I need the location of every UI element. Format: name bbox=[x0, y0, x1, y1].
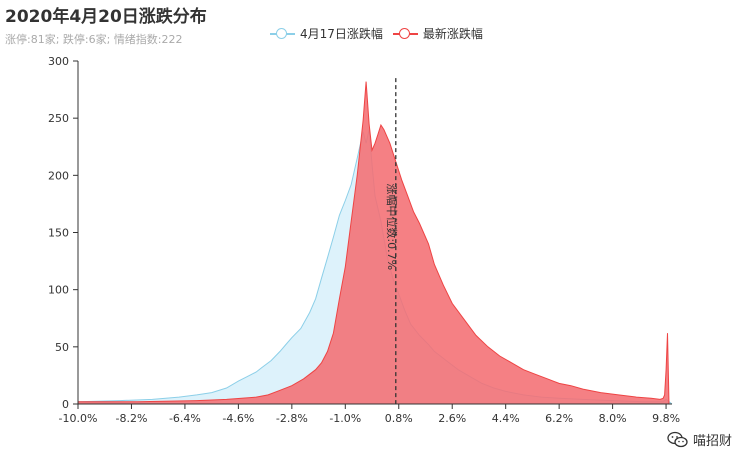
x-tick-label: 2.6% bbox=[438, 412, 466, 425]
series-area-2 bbox=[78, 81, 670, 404]
y-tick-label: 0 bbox=[62, 398, 69, 411]
x-tick-label: 9.8% bbox=[652, 412, 680, 425]
x-tick-label: -1.0% bbox=[329, 412, 361, 425]
x-tick-label: 4.4% bbox=[492, 412, 520, 425]
legend-label-series-2: 最新涨跌幅 bbox=[422, 27, 483, 41]
x-tick-label: -6.4% bbox=[169, 412, 201, 425]
chart-subtitle: 涨停:81家; 跌停:6家; 情绪指数:222 bbox=[5, 33, 183, 46]
chart-title: 2020年4月20日涨跌分布 bbox=[5, 7, 207, 27]
median-label: 涨幅中位数:0.7% bbox=[385, 183, 399, 270]
watermark: 喵招财 bbox=[667, 430, 732, 449]
watermark-text: 喵招财 bbox=[692, 434, 732, 449]
legend-item-series-1[interactable]: 4月17日涨跌幅 bbox=[270, 25, 383, 42]
y-tick-label: 250 bbox=[48, 112, 69, 125]
chart-legend: 4月17日涨跌幅 最新涨跌幅 bbox=[270, 25, 493, 42]
y-tick-label: 50 bbox=[55, 341, 69, 354]
series-line-2 bbox=[78, 81, 670, 405]
legend-swatch-series-1 bbox=[270, 27, 295, 41]
x-tick-label: 8.0% bbox=[599, 412, 627, 425]
x-tick-label: -10.0% bbox=[59, 412, 98, 425]
y-tick-label: 150 bbox=[48, 227, 69, 240]
x-tick-label: -4.6% bbox=[222, 412, 254, 425]
wechat-icon bbox=[667, 431, 688, 447]
y-tick-label: 200 bbox=[48, 169, 69, 182]
legend-item-series-2[interactable]: 最新涨跌幅 bbox=[392, 25, 483, 42]
x-tick-label: 0.8% bbox=[385, 412, 413, 425]
y-tick-label: 100 bbox=[48, 284, 69, 297]
legend-swatch-series-2 bbox=[392, 27, 418, 41]
legend-label-series-1: 4月17日涨跌幅 bbox=[300, 27, 383, 41]
x-tick-label: -2.8% bbox=[276, 412, 308, 425]
x-tick-label: -8.2% bbox=[115, 412, 147, 425]
x-tick-label: 6.2% bbox=[545, 412, 573, 425]
y-tick-label: 300 bbox=[48, 55, 69, 68]
